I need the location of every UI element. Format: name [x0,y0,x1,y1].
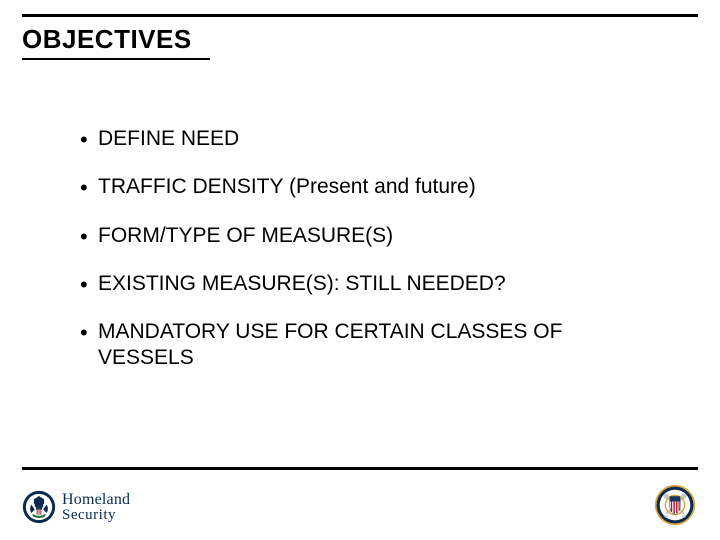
top-rule [22,14,698,17]
bullet-item: FORM/TYPE OF MEASURE(S) [80,223,660,249]
bullet-item: TRAFFIC DENSITY (Present and future) [80,174,660,200]
title-underline [22,58,210,60]
dhs-seal-icon [22,490,56,524]
footer-left: Homeland Security [22,490,130,524]
bullet-item: EXISTING MEASURE(S): STILL NEEDED? [80,271,660,297]
dhs-brand: Homeland [62,492,130,508]
dhs-sub: Security [62,508,130,523]
bottom-rule [22,467,698,470]
slide-title: OBJECTIVES [22,24,192,55]
uscg-seal-icon [654,484,696,526]
bullet-item: DEFINE NEED [80,126,660,152]
bullet-item: MANDATORY USE FOR CERTAIN CLASSES OF VES… [80,319,660,372]
dhs-wordmark: Homeland Security [62,492,130,523]
slide: OBJECTIVES DEFINE NEED TRAFFIC DENSITY (… [0,0,720,540]
bullet-list: DEFINE NEED TRAFFIC DENSITY (Present and… [80,126,660,394]
